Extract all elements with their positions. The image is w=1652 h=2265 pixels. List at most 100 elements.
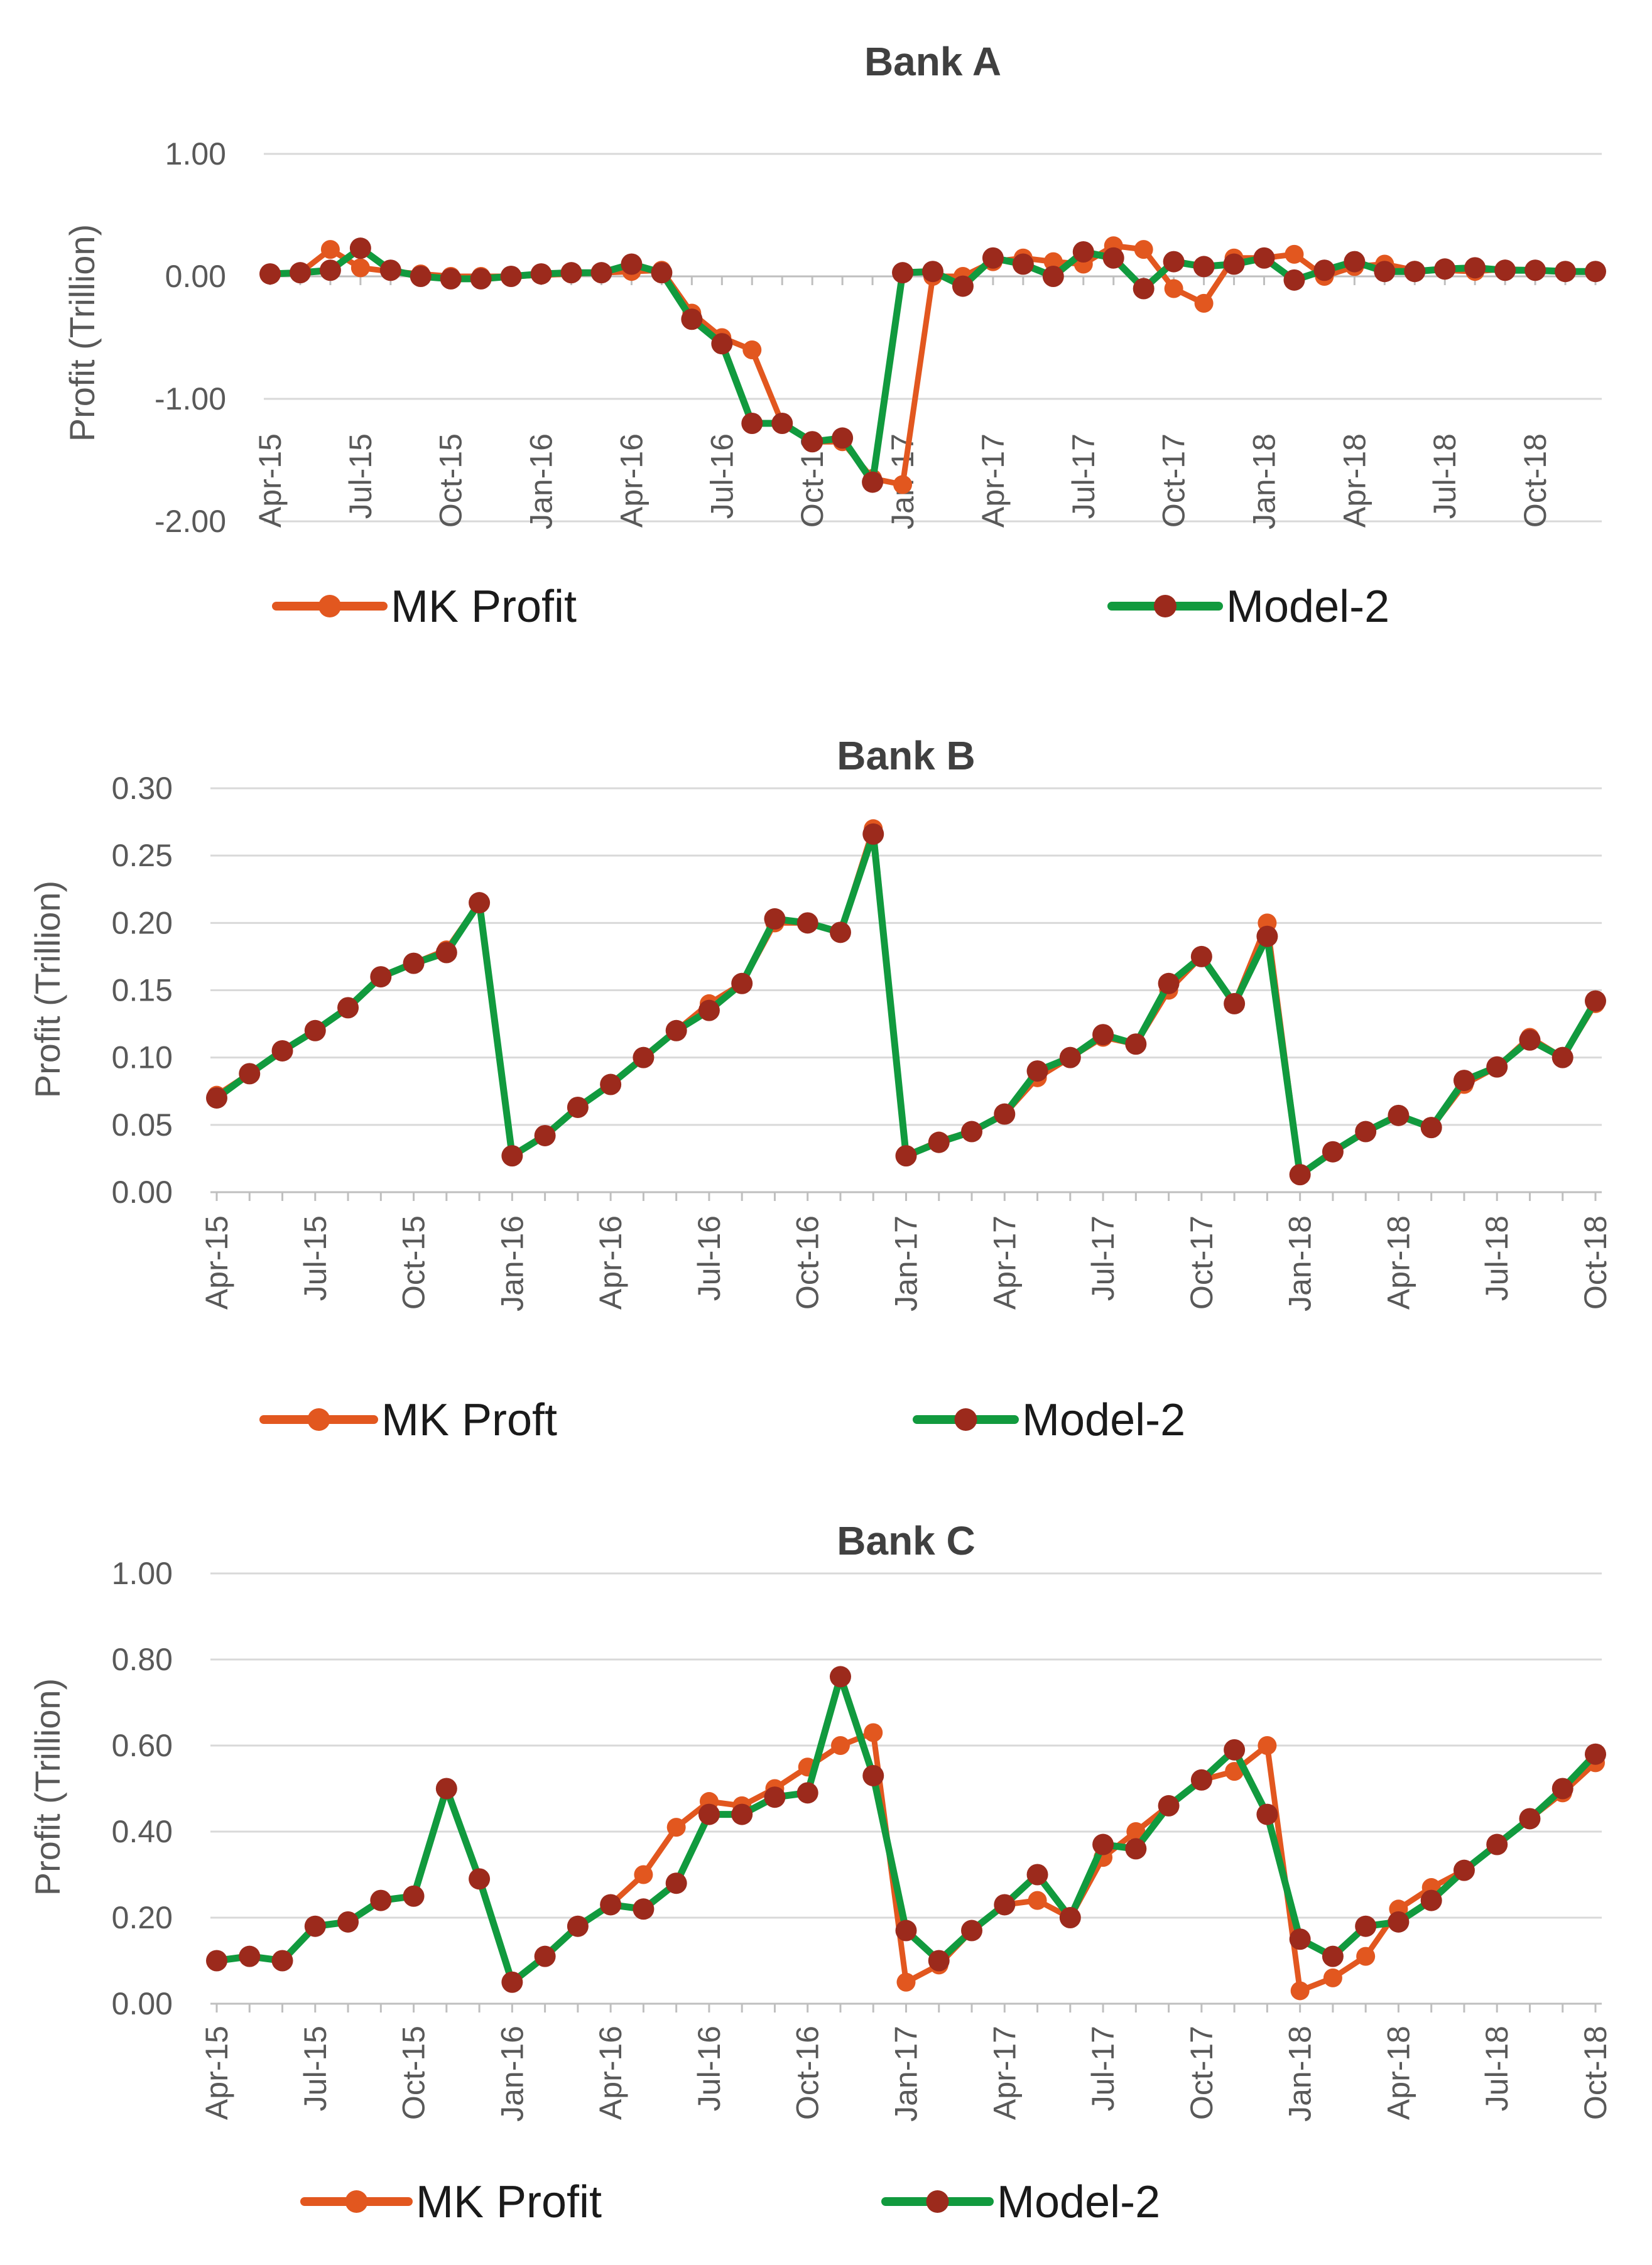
- model-2-point: [379, 259, 401, 281]
- model-2-point: [922, 261, 943, 283]
- x-tick-label: Oct-17: [1184, 2026, 1219, 2120]
- y-tick-label: 0.20: [112, 1900, 173, 1935]
- legend-label: MK Profit: [416, 2177, 602, 2227]
- model-2-point: [1125, 1033, 1147, 1055]
- mk-profit-point: [1043, 252, 1063, 271]
- model-2-point: [982, 247, 1004, 269]
- x-tick-label: Jan-18: [1247, 433, 1282, 530]
- model-2-point: [206, 1087, 227, 1109]
- model-2-point: [1026, 1060, 1048, 1082]
- mk-profit-point: [1290, 1981, 1310, 2001]
- model-2-point: [771, 413, 793, 434]
- x-tick-label: Apr-15: [253, 433, 288, 528]
- model-2-point: [1434, 258, 1456, 280]
- y-tick-label: 0.05: [112, 1107, 173, 1143]
- x-tick-label: Oct-15: [396, 1215, 432, 1310]
- y-tick-label: 0.20: [112, 905, 173, 940]
- model-2-point: [681, 308, 703, 330]
- model-2-point: [1026, 1864, 1048, 1886]
- legend-label: Model-2: [1022, 1395, 1185, 1445]
- model-2-point: [1551, 1046, 1573, 1068]
- model-2-point: [1494, 259, 1516, 281]
- mk-profit-point: [893, 475, 913, 494]
- y-tick-label: 1.00: [165, 136, 226, 171]
- legend-label: Model-2: [1226, 582, 1389, 632]
- x-tick-label: Jul-16: [692, 2026, 727, 2111]
- model-2-point: [1388, 1911, 1410, 1933]
- model-2-point: [731, 972, 753, 994]
- model-2-point: [1486, 1833, 1508, 1855]
- mk-profit-point: [1285, 244, 1304, 264]
- model-2-point: [1133, 278, 1155, 300]
- model-2-point: [892, 262, 914, 284]
- model-2-point: [1355, 1915, 1377, 1937]
- x-tick-label: Oct-16: [790, 2026, 825, 2120]
- model-2-point: [1585, 990, 1606, 1012]
- model-2-point: [289, 262, 311, 284]
- model-2-point: [952, 275, 974, 297]
- model-2-point: [651, 262, 673, 284]
- y-tick-label: 0.60: [112, 1728, 173, 1763]
- chart-title: Bank A: [864, 39, 1001, 84]
- model-2-point: [534, 1124, 556, 1146]
- x-tick-label: Apr-15: [199, 1215, 234, 1310]
- model-2-point: [600, 1894, 622, 1916]
- x-tick-label: Oct-15: [396, 2026, 432, 2120]
- legend-marker: [345, 2190, 368, 2213]
- x-tick-label: Oct-17: [1184, 1215, 1219, 1310]
- model-2-point: [304, 1915, 326, 1937]
- model-2-point: [1355, 1121, 1377, 1143]
- x-tick-label: Apr-17: [987, 2026, 1022, 2120]
- model-2-point: [600, 1073, 622, 1095]
- model-2-point: [1344, 251, 1366, 273]
- bank-a-chart: Bank A 1.00 0.00 -1.00 -2.00 Apr-15 Jul-15 Oct-…: [62, 39, 1606, 632]
- model-2-point: [239, 1945, 261, 1967]
- model-2-point: [1313, 259, 1335, 281]
- legend-marker: [1154, 595, 1177, 617]
- model-2-point: [1253, 247, 1275, 269]
- model-2-point: [1322, 1945, 1344, 1967]
- x-tick-label: Oct-18: [1518, 433, 1553, 528]
- model-2-point: [410, 266, 432, 287]
- model-2-point: [1158, 972, 1180, 994]
- y-tick-label: 0.30: [112, 771, 173, 806]
- model-2-point: [1224, 1739, 1246, 1761]
- model-2-point: [1519, 1029, 1541, 1051]
- model-2-point: [621, 253, 643, 275]
- model-2-point: [435, 942, 457, 964]
- model-2-point: [665, 1872, 687, 1894]
- model-2-point: [961, 1121, 983, 1143]
- mk-profit-point: [320, 240, 340, 259]
- model-2-point: [1059, 1907, 1081, 1928]
- model-2-point: [469, 892, 491, 914]
- chart-title: Bank B: [837, 733, 975, 778]
- model-2-point: [832, 427, 854, 449]
- model-2-point: [1072, 241, 1094, 263]
- y-axis-label: Profit (Trillion): [62, 224, 102, 442]
- y-tick-label: 0.00: [112, 1175, 173, 1210]
- x-tick-label: Jul-17: [1066, 433, 1101, 519]
- model-2-point: [741, 413, 763, 434]
- model-2-point: [1374, 261, 1396, 283]
- model-2-point: [862, 471, 884, 493]
- x-tick-label: Oct-18: [1578, 1215, 1613, 1310]
- model-2-point: [1042, 266, 1064, 287]
- model-2-point: [1190, 945, 1212, 967]
- model-2-point: [1125, 1838, 1147, 1860]
- x-tick-label: Jan-16: [494, 2026, 530, 2122]
- model-2-point: [862, 1764, 884, 1786]
- model-2-point: [698, 1803, 720, 1825]
- model-2-point: [1289, 1928, 1311, 1950]
- model-2-point: [1551, 1778, 1573, 1800]
- legend-marker: [926, 2190, 949, 2213]
- model-2-point: [1322, 1141, 1344, 1163]
- x-tick-label: Jul-15: [298, 2026, 333, 2111]
- mk-profit-point: [1134, 240, 1153, 259]
- x-tick-label: Jan-17: [889, 1215, 924, 1312]
- model-2-point: [1193, 256, 1215, 278]
- y-tick-label: 0.00: [112, 1986, 173, 2021]
- model-2-point: [1486, 1056, 1508, 1078]
- model-2-point: [928, 1131, 950, 1153]
- model-2-point: [590, 262, 612, 284]
- chart-title: Bank C: [837, 1518, 975, 1563]
